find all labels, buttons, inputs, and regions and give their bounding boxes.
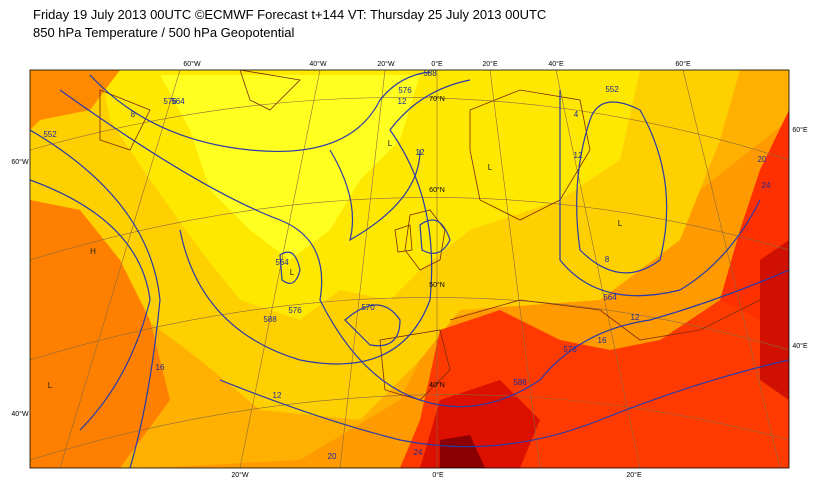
- title-line-1: Friday 19 July 2013 00UTC ©ECMWF Forecas…: [33, 7, 546, 22]
- map-frame: [29, 69, 790, 469]
- temperature-contours: [329, 149, 451, 254]
- temperature-label: 8: [605, 255, 610, 264]
- geopotential-contours: [30, 71, 789, 468]
- temperature-label: 8: [131, 110, 136, 119]
- temperature-label: 16: [598, 336, 607, 345]
- temperature-label: 12: [631, 313, 640, 322]
- latitude-label: 40°W: [11, 410, 29, 418]
- labels: 60°W 40°W 20°W 0°E 20°E 40°E 60°E 20°W 0°E 20°E 60…: [11, 60, 808, 479]
- geopotential-label: 588: [513, 378, 527, 387]
- geopotential-label: 588: [423, 69, 437, 78]
- geopotential-label: 588: [263, 315, 277, 324]
- pressure-center-label: L: [48, 381, 53, 390]
- pressure-center-label: L: [618, 219, 623, 228]
- geopotential-label: 576: [398, 86, 412, 95]
- temperature-label: 12: [574, 151, 583, 160]
- latitude-label: 70°N: [429, 95, 445, 103]
- temperature-label: 20: [758, 155, 767, 164]
- geopotential-label: 564: [603, 293, 617, 302]
- temperature-label: 24: [414, 448, 423, 457]
- geopotential-label: 576: [288, 306, 302, 315]
- temperature-label: 24: [762, 181, 771, 190]
- pressure-center-label: L: [290, 268, 295, 277]
- geopotential-label: 564: [275, 258, 289, 267]
- longitude-label: 20°W: [377, 60, 395, 68]
- temperature-label: 12: [273, 391, 282, 400]
- longitude-label: 60°E: [675, 60, 691, 68]
- temperature-label: 20: [328, 452, 337, 461]
- geopotential-label: 576: [563, 345, 577, 354]
- temp-field: [760, 240, 789, 400]
- longitude-label: 20°E: [626, 471, 642, 479]
- temperature-label: 4: [574, 110, 579, 119]
- title-line-2: 850 hPa Temperature / 500 hPa Geopotenti…: [33, 25, 295, 40]
- pressure-center-label: L: [388, 139, 393, 148]
- latitude-label: 60°W: [11, 158, 29, 166]
- longitude-label: 0°E: [431, 60, 443, 68]
- longitude-label: 60°W: [183, 60, 201, 68]
- map: [30, 70, 789, 468]
- longitude-label: 40°W: [309, 60, 327, 68]
- temperature-label: 12: [416, 148, 425, 157]
- geopotential-label: 576: [163, 97, 177, 106]
- longitude-label: 0°E: [432, 471, 444, 479]
- longitude-label: 20°W: [231, 471, 249, 479]
- longitude-label: 40°E: [548, 60, 564, 68]
- pressure-center-label: L: [488, 163, 493, 172]
- geopotential-label: 552: [605, 85, 619, 94]
- latitude-label: 50°N: [429, 281, 445, 289]
- temp-field: [160, 75, 420, 260]
- latitude-label: 60°E: [792, 126, 808, 134]
- pressure-center-label: H: [90, 247, 96, 256]
- temp-field: [30, 200, 170, 468]
- temp-field: [440, 435, 485, 468]
- longitude-label: 20°E: [482, 60, 498, 68]
- geopotential-label: 570: [361, 303, 375, 312]
- geopotential-label: 564: [171, 97, 185, 106]
- latitude-label: 60°N: [429, 186, 445, 194]
- temperature-label: 12: [398, 97, 407, 106]
- geopotential-label: 552: [43, 130, 57, 139]
- latitude-label: 40°E: [792, 342, 808, 350]
- temperature-label: 16: [156, 363, 165, 372]
- latitude-label: 40°N: [429, 381, 445, 389]
